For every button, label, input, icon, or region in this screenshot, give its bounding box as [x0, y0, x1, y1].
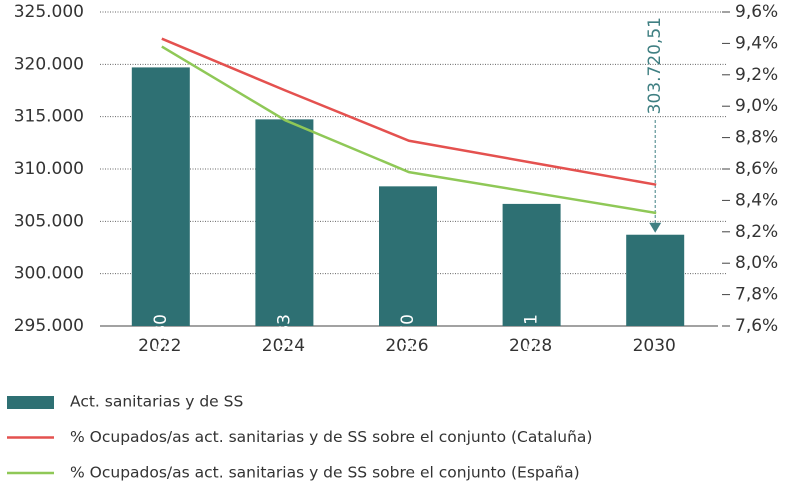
bar-value-label: 319.705,80: [151, 314, 171, 411]
x-tick-label: 2030: [633, 336, 676, 356]
y2-tick-label: 8,0%: [735, 253, 778, 273]
x-tick-label: 2026: [385, 336, 428, 356]
bar-value-label: 308.342,70: [398, 314, 418, 411]
x-tick-label: 2024: [262, 336, 305, 356]
y-tick-label: 320.000: [14, 54, 84, 74]
y2-tick-label: 9,2%: [735, 65, 778, 85]
bar: [255, 119, 314, 327]
y-tick-label: 305.000: [14, 211, 84, 231]
line-series: [161, 45, 657, 215]
y-tick-label: 295.000: [14, 316, 84, 336]
y2-tick-label: 8,2%: [735, 222, 778, 242]
y-tick-label: 310.000: [14, 159, 84, 179]
bar: [379, 186, 437, 326]
x-tick-label: 2022: [138, 336, 181, 356]
legend-label: % Ocupados/as act. sanitarias y de SS so…: [70, 464, 580, 482]
y2-tick-label: 9,4%: [735, 33, 778, 53]
bar-value-label: 303.720,51: [645, 17, 665, 114]
bar-value-label: 314.741,83: [274, 314, 294, 411]
bar: [626, 234, 685, 326]
x-tick-label: 2028: [509, 336, 552, 356]
y2-tick-label: 7,8%: [735, 285, 778, 305]
bar-value-label: 306.665,21: [522, 314, 542, 411]
y2-tick-label: 8,8%: [735, 128, 778, 148]
y2-tick-label: 7,6%: [735, 316, 778, 336]
y2-tick-label: 9,0%: [735, 96, 778, 116]
legend-swatch: [7, 396, 54, 409]
line-series: [161, 37, 657, 186]
y-tick-label: 315.000: [14, 107, 84, 127]
y2-tick-label: 8,4%: [735, 190, 778, 210]
y2-tick-label: 9,6%: [735, 2, 778, 22]
y-tick-label: 325.000: [14, 2, 84, 22]
bar: [502, 203, 561, 326]
arrow-head: [649, 222, 662, 233]
legend-label: Act. sanitarias y de SS: [70, 393, 243, 411]
y2-tick-label: 8,6%: [735, 159, 778, 179]
bar: [131, 67, 190, 326]
legend-label: % Ocupados/as act. sanitarias y de SS so…: [70, 428, 592, 446]
y-tick-label: 300.000: [14, 264, 84, 284]
